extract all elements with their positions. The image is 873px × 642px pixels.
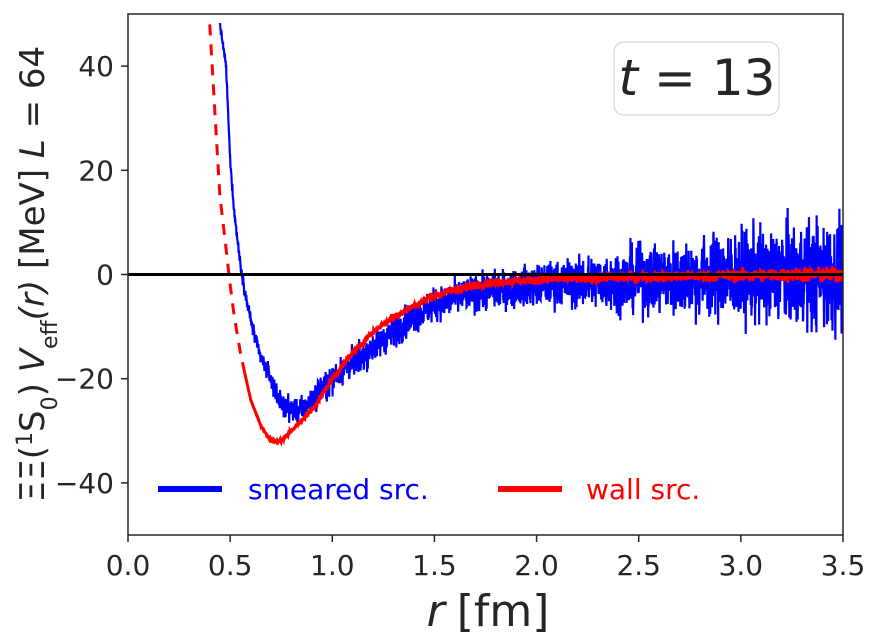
x-tick-label: 2.0 [514,549,559,582]
y-label-state: S [13,410,53,432]
y-label-eq: = 64 [13,46,53,139]
y-axis-label: ΞΞ(1S0) Veff(r) [MeV] L = 64 [13,46,63,502]
y-label-unit: [MeV] [13,158,53,280]
y-tick-label: 20 [78,154,114,187]
x-tick-label: 0.5 [208,549,253,582]
x-tick-label: 2.5 [616,549,661,582]
legend-label-smeared: smeared src. [248,473,429,506]
legend-label-wall: wall src. [586,473,700,506]
x-axis-label-unit: [fm] [457,586,550,637]
series-line-smeared [218,22,843,423]
y-label-v: V [13,346,53,372]
y-tick-label: 40 [78,50,114,83]
time-annotation: t = 13 [613,41,780,116]
annotation-text: t = 13 [619,49,776,107]
y-label-sub0: 0 [38,396,63,410]
x-axis-label-var: r [427,586,448,637]
y-tick-label: 0 [96,259,114,292]
y-label-l: L [13,139,53,158]
legend: smeared src. wall src. [158,473,700,506]
x-tick-label: 3.0 [719,549,764,582]
y-label-r: (r) [13,280,53,321]
annotation-var: t [619,49,641,107]
y-label-prefix: ΞΞ( [13,446,53,502]
x-tick-label: 1.0 [310,549,355,582]
series-layer [207,22,843,447]
x-axis: 0.0 0.5 1.0 1.5 2.0 2.5 3.0 3.5 [106,535,866,582]
wall-core-dashed [208,24,244,363]
x-tick-label: 1.5 [412,549,457,582]
series-line-wall [208,24,843,447]
annotation-eq: = 13 [638,49,775,107]
x-axis-label: r [fm] [427,586,550,637]
y-label-sub-eff: eff [38,319,63,349]
x-tick-label: 3.5 [821,549,866,582]
annotation-box [613,41,780,116]
y-label-sup: 1 [13,432,38,446]
y-tick-label: −40 [55,467,114,500]
y-tick-label: −20 [55,363,114,396]
y-axis: −40 −20 0 20 40 [55,50,128,500]
y-label-mid: ) [13,372,53,396]
x-tick-label: 0.0 [106,549,151,582]
